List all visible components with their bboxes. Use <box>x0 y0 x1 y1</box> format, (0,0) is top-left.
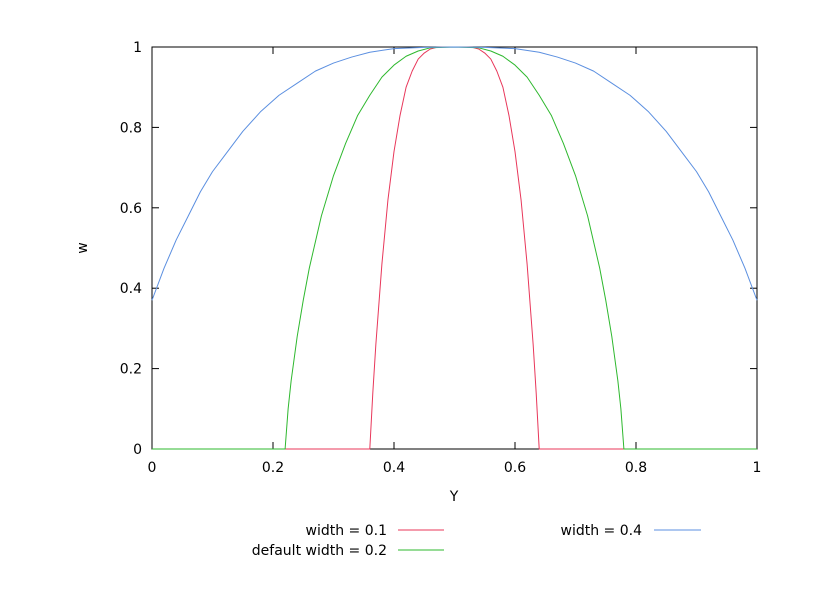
y-axis-label: w <box>75 242 91 253</box>
x-tick-label: 0.2 <box>262 460 284 476</box>
x-tick-label: 0 <box>148 460 157 476</box>
legend-label: default width = 0.2 <box>252 543 387 559</box>
series-lines <box>151 46 758 450</box>
y-tick-label: 0.6 <box>120 201 142 217</box>
legend-label: width = 0.4 <box>561 523 643 539</box>
x-tick-label: 0.6 <box>504 460 526 476</box>
y-tick-label: 0.8 <box>120 120 142 136</box>
series-line <box>151 46 758 301</box>
legend-label: width = 0.1 <box>306 523 387 539</box>
y-axis-ticks: 0 0.2 0.4 0.6 0.8 1 <box>120 40 757 458</box>
plot-frame <box>151 46 758 450</box>
y-tick-label: 0.4 <box>120 281 142 297</box>
series-line <box>152 46 757 450</box>
x-axis-ticks: 0 0.2 0.4 0.6 0.8 1 <box>148 47 762 476</box>
y-tick-label: 1 <box>133 40 142 56</box>
legend: width = 0.1 default width = 0.2 width = 0.… <box>252 523 701 559</box>
x-axis-label: Y <box>449 489 459 505</box>
x-tick-label: 1 <box>753 460 762 476</box>
y-tick-label: 0.2 <box>120 362 142 378</box>
y-tick-label: 0 <box>133 442 142 458</box>
series-line <box>152 46 757 450</box>
x-tick-label: 0.4 <box>383 460 405 476</box>
x-tick-label: 0.8 <box>625 460 647 476</box>
